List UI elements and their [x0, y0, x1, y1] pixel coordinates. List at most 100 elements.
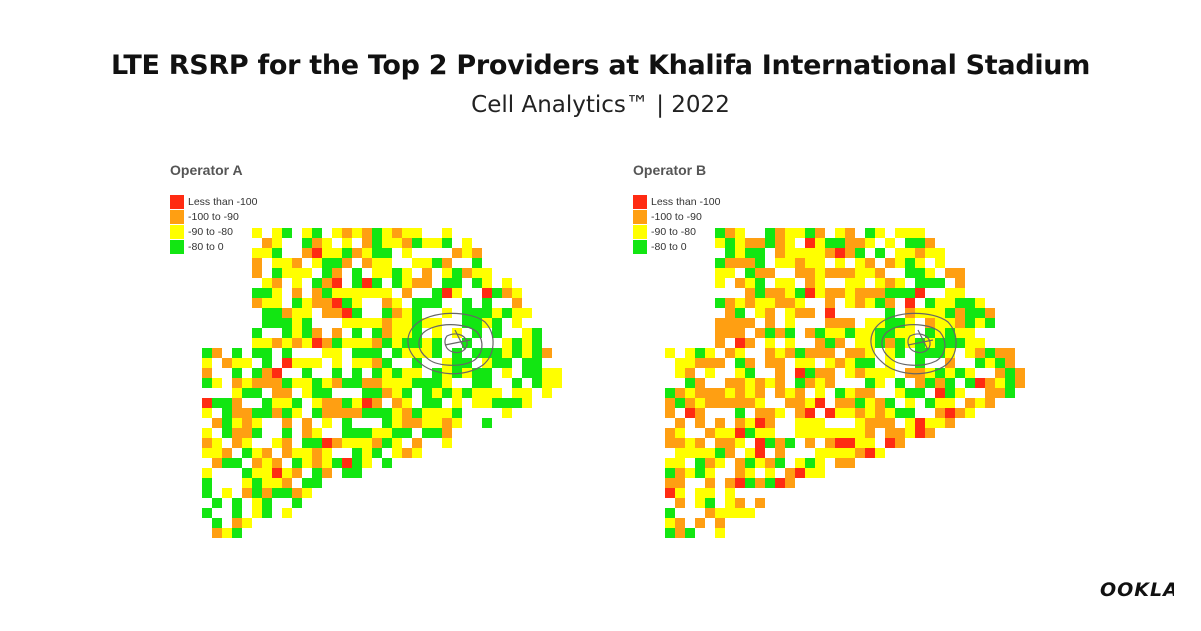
coverage-cell — [935, 328, 945, 338]
coverage-cell — [795, 348, 805, 358]
coverage-cell — [272, 408, 282, 418]
coverage-cell — [232, 418, 242, 428]
coverage-cell — [272, 238, 282, 248]
coverage-cell — [715, 508, 725, 518]
coverage-cell — [925, 268, 935, 278]
coverage-cell — [262, 508, 272, 518]
coverage-cell — [392, 338, 402, 348]
coverage-cell — [352, 288, 362, 298]
coverage-cell — [725, 398, 735, 408]
coverage-cell — [242, 428, 252, 438]
coverage-cell — [302, 388, 312, 398]
coverage-cell — [422, 428, 432, 438]
coverage-cell — [202, 368, 212, 378]
coverage-cell — [715, 528, 725, 538]
coverage-cell — [715, 278, 725, 288]
coverage-cell — [1005, 378, 1015, 388]
coverage-cell — [262, 238, 272, 248]
coverage-cell — [442, 228, 452, 238]
coverage-cell — [955, 268, 965, 278]
coverage-cell — [865, 408, 875, 418]
coverage-cell — [312, 448, 322, 458]
coverage-cell — [695, 418, 705, 428]
coverage-cell — [242, 358, 252, 368]
coverage-cell — [352, 428, 362, 438]
coverage-cell — [232, 508, 242, 518]
coverage-cell — [745, 238, 755, 248]
coverage-cell — [735, 238, 745, 248]
coverage-cell — [845, 368, 855, 378]
coverage-cell — [412, 338, 422, 348]
coverage-cell — [865, 348, 875, 358]
coverage-cell — [795, 358, 805, 368]
coverage-cell — [915, 258, 925, 268]
coverage-cell — [402, 328, 412, 338]
coverage-cell — [715, 298, 725, 308]
coverage-cell — [855, 258, 865, 268]
coverage-cell — [865, 318, 875, 328]
coverage-cell — [512, 378, 522, 388]
coverage-cell — [825, 328, 835, 338]
coverage-cell — [965, 308, 975, 318]
coverage-cell — [755, 278, 765, 288]
coverage-cell — [262, 338, 272, 348]
coverage-cell — [392, 408, 402, 418]
coverage-cell — [895, 248, 905, 258]
coverage-cell — [855, 298, 865, 308]
coverage-cell — [875, 368, 885, 378]
coverage-cell — [785, 348, 795, 358]
coverage-cell — [402, 288, 412, 298]
coverage-cell — [322, 388, 332, 398]
coverage-cell — [212, 518, 222, 528]
coverage-cell — [885, 238, 895, 248]
coverage-cell — [705, 478, 715, 488]
coverage-cell — [362, 238, 372, 248]
coverage-cell — [202, 478, 212, 488]
coverage-cell — [965, 398, 975, 408]
coverage-cell — [422, 408, 432, 418]
coverage-cell — [432, 338, 442, 348]
coverage-cell — [522, 308, 532, 318]
coverage-cell — [492, 318, 502, 328]
coverage-cell — [705, 388, 715, 398]
coverage-cell — [925, 298, 935, 308]
coverage-cell — [795, 268, 805, 278]
coverage-cell — [745, 418, 755, 428]
coverage-cell — [402, 378, 412, 388]
coverage-cell — [725, 488, 735, 498]
stadium-outline-path — [870, 312, 957, 375]
coverage-cell — [282, 318, 292, 328]
coverage-cell — [272, 268, 282, 278]
coverage-cell — [462, 308, 472, 318]
coverage-cell — [715, 398, 725, 408]
coverage-cell — [715, 358, 725, 368]
coverage-cell — [945, 368, 955, 378]
coverage-cell — [715, 338, 725, 348]
coverage-cell — [855, 408, 865, 418]
coverage-cell — [845, 328, 855, 338]
coverage-cell — [332, 248, 342, 258]
coverage-cell — [985, 308, 995, 318]
coverage-cell — [815, 328, 825, 338]
coverage-cell — [715, 428, 725, 438]
coverage-cell — [845, 288, 855, 298]
coverage-cell — [252, 508, 262, 518]
coverage-cell — [675, 478, 685, 488]
coverage-cell — [725, 258, 735, 268]
coverage-cell — [935, 398, 945, 408]
coverage-cell — [292, 338, 302, 348]
coverage-cell — [935, 368, 945, 378]
coverage-cell — [372, 428, 382, 438]
coverage-cell — [885, 398, 895, 408]
coverage-cell — [835, 288, 845, 298]
coverage-cell — [312, 258, 322, 268]
coverage-cell — [272, 468, 282, 478]
coverage-cell — [392, 268, 402, 278]
coverage-cell — [492, 288, 502, 298]
coverage-cell — [715, 258, 725, 268]
coverage-cell — [815, 388, 825, 398]
coverage-cell — [845, 348, 855, 358]
coverage-cell — [352, 378, 362, 388]
coverage-cell — [312, 328, 322, 338]
coverage-cell — [925, 418, 935, 428]
